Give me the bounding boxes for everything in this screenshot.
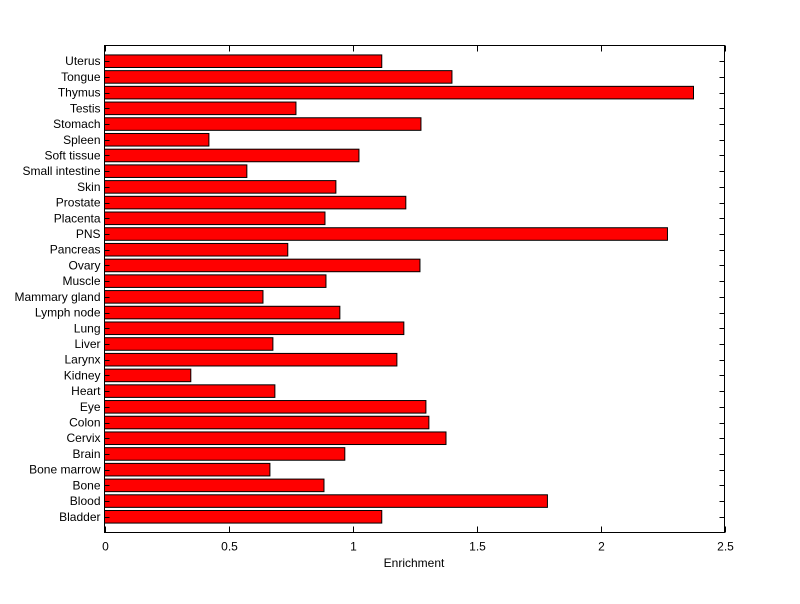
y-tick-label: Liver (74, 337, 100, 351)
bar-liver (104, 337, 274, 351)
y-tick-label: Placenta (54, 211, 101, 225)
bar-testis (104, 101, 297, 116)
x-tick-label: 2 (598, 540, 605, 554)
y-tick-label: Lymph node (35, 306, 101, 320)
y-tick-label: Bone (72, 478, 100, 492)
y-tick-label: Brain (72, 447, 100, 461)
x-tick-label: 1.5 (469, 540, 486, 554)
y-tick-label: Small intestine (22, 164, 100, 178)
y-tick-label: Ovary (68, 258, 100, 272)
y-tick-label: Larynx (64, 353, 100, 367)
bar-small-intestine (104, 164, 248, 178)
y-tick-label: Mammary gland (14, 290, 100, 304)
y-tick-label: Thymus (58, 86, 101, 100)
bar-soft-tissue (104, 148, 360, 163)
x-tick-label: 0.5 (221, 540, 238, 554)
y-tick-label: Eye (80, 400, 101, 414)
x-tick-label: 2.5 (717, 540, 734, 554)
x-tick-label: 1 (350, 540, 357, 554)
bar-colon (104, 415, 430, 430)
bar-ovary (104, 258, 421, 273)
y-tick-label: Cervix (66, 431, 100, 445)
y-tick-label: Prostate (56, 196, 101, 210)
bar-eye (104, 400, 427, 414)
bar-lymph-node (104, 305, 341, 320)
bar-brain (104, 447, 346, 461)
bar-prostate (104, 195, 407, 210)
bar-mammary-gland (104, 290, 264, 304)
bar-kidney (104, 368, 192, 383)
y-tick-label: Lung (74, 321, 101, 335)
y-tick-label: Uterus (65, 54, 100, 68)
bar-muscle (104, 274, 327, 288)
y-tick-label: Pancreas (50, 243, 101, 257)
plot-frame (104, 45, 725, 533)
x-axis-label: Enrichment (384, 556, 445, 570)
bars-group (104, 54, 694, 524)
bar-larynx (104, 352, 398, 367)
y-tick-label: Colon (69, 416, 100, 430)
bar-thymus (104, 85, 694, 100)
bar-spleen (104, 132, 210, 147)
bar-bladder (104, 510, 383, 524)
bar-stomach (104, 117, 422, 131)
bar-tongue (104, 70, 453, 84)
bar-placenta (104, 211, 326, 226)
y-tick-label: Stomach (53, 117, 100, 131)
bar-bone-marrow (104, 462, 271, 477)
bar-cervix (104, 431, 447, 446)
bar-heart (104, 384, 276, 398)
bar-bone (104, 478, 325, 493)
bar-pancreas (104, 242, 289, 257)
y-tick-label: Bladder (59, 510, 100, 524)
y-tick-label: Blood (70, 494, 101, 508)
bar-lung (104, 321, 405, 336)
bar-blood (104, 494, 548, 508)
y-tick-label: Kidney (64, 368, 101, 382)
y-tick-label: Skin (77, 180, 100, 194)
y-tick-label: Muscle (62, 274, 100, 288)
bar-uterus (104, 54, 383, 68)
bar-pns (104, 227, 668, 241)
y-tick-label: PNS (76, 227, 101, 241)
bar-skin (104, 180, 337, 194)
y-tick-label: Tongue (61, 70, 101, 84)
y-tick-label: Heart (71, 384, 101, 398)
y-tick-label: Testis (70, 101, 101, 115)
y-tick-label: Soft tissue (44, 148, 100, 162)
y-tick-label: Spleen (63, 133, 100, 147)
x-tick-label: 0 (102, 540, 109, 554)
y-tick-label: Bone marrow (29, 463, 101, 477)
